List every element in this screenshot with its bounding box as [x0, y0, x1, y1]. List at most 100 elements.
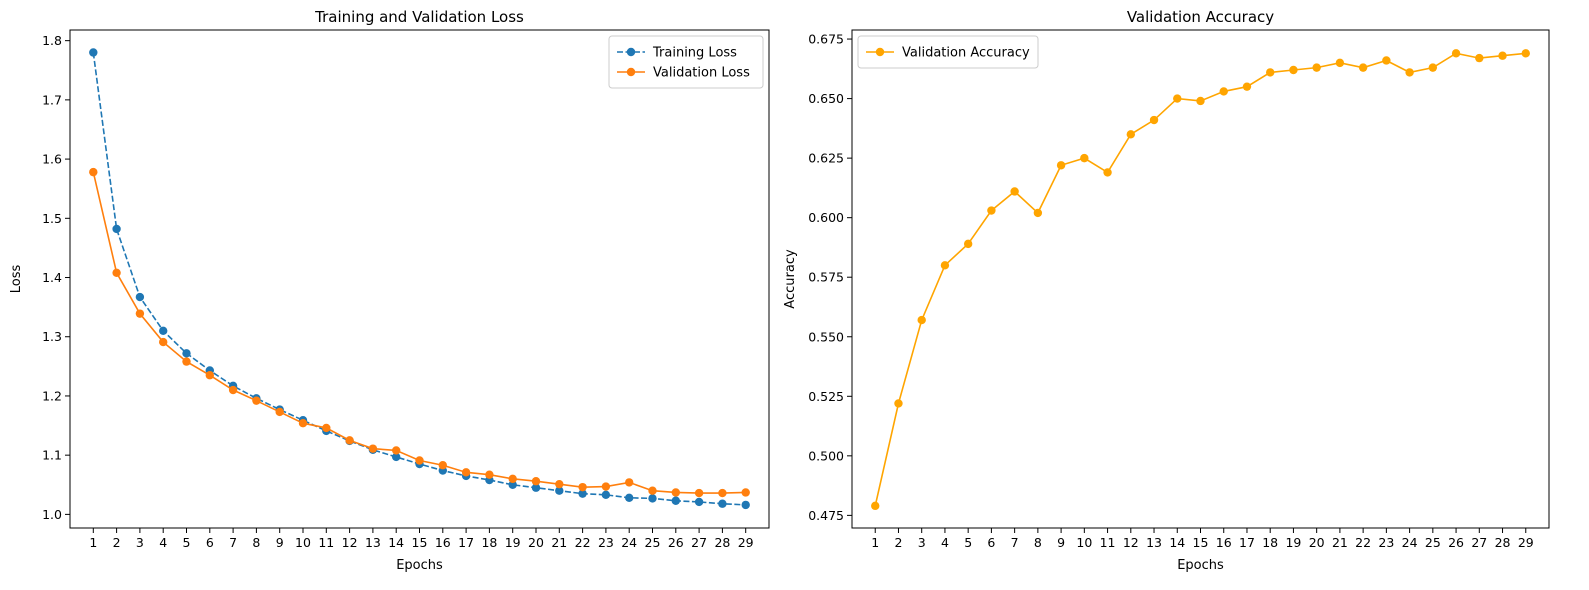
data-point: [555, 486, 564, 495]
data-point: [601, 490, 611, 500]
data-point: [648, 494, 657, 503]
data-point: [1382, 56, 1391, 65]
data-point: [392, 452, 401, 462]
x-tick-label: 6: [987, 535, 995, 550]
data-point: [894, 399, 903, 408]
x-tick-label: 9: [276, 535, 284, 550]
data-point: [671, 488, 680, 497]
data-point: [555, 479, 564, 489]
data-point: [112, 224, 121, 234]
data-point: [940, 261, 950, 270]
x-tick-label: 2: [113, 535, 121, 550]
x-tick-label: 4: [159, 535, 167, 550]
y-tick-label: 0.575: [808, 270, 844, 285]
data-point: [1289, 65, 1298, 75]
data-point: [1475, 53, 1484, 63]
legend: Validation Accuracy: [857, 35, 1039, 69]
x-tick-label: 6: [206, 535, 214, 550]
data-point: [508, 480, 517, 489]
y-tick-label: 1.8: [42, 33, 62, 48]
data-point: [671, 496, 680, 505]
y-tick-label: 0.525: [808, 389, 844, 404]
legend-box: [857, 35, 1039, 69]
data-point: [1451, 49, 1461, 58]
data-point: [1242, 82, 1252, 91]
legend-box: [608, 35, 764, 89]
data-point: [625, 493, 634, 503]
x-tick-label: 24: [621, 535, 637, 550]
y-tick-label: 1.0: [42, 507, 62, 522]
data-point: [987, 206, 996, 215]
x-tick-label: 1: [871, 535, 879, 550]
data-point: [1358, 63, 1368, 72]
data-point: [252, 396, 261, 405]
data-point: [1149, 115, 1159, 125]
x-tick-label: 10: [295, 535, 311, 550]
x-tick-label: 10: [1076, 535, 1092, 550]
data-point: [1056, 161, 1066, 170]
x-axis-label: Epochs: [396, 558, 443, 573]
data-point: [741, 500, 750, 510]
x-tick-label: 17: [1239, 535, 1255, 550]
x-tick-label: 20: [528, 535, 544, 550]
data-point: [531, 477, 541, 486]
x-tick-label: 13: [1146, 535, 1162, 550]
data-point: [871, 501, 880, 511]
data-point: [89, 48, 98, 57]
x-tick-label: 18: [1262, 535, 1278, 550]
data-point: [694, 488, 704, 498]
legend-label: Validation Accuracy: [902, 46, 1030, 61]
data-point: [1126, 130, 1136, 139]
data-point: [438, 461, 447, 470]
x-tick-label: 23: [1378, 535, 1394, 550]
y-tick-label: 1.4: [42, 270, 62, 285]
x-tick-label: 16: [1216, 535, 1232, 550]
data-point: [322, 423, 331, 433]
data-point: [89, 167, 98, 177]
data-point: [368, 444, 378, 453]
x-tick-label: 29: [738, 535, 754, 550]
x-tick-label: 17: [458, 535, 474, 550]
legend: Training Loss Validation Loss: [608, 35, 764, 89]
x-tick-label: 5: [964, 535, 972, 550]
legend-label: Validation Loss: [653, 66, 750, 81]
data-point: [275, 407, 284, 417]
y-tick-label: 0.625: [808, 151, 844, 166]
x-tick-label: 15: [1193, 535, 1209, 550]
y-tick-label: 1.3: [42, 329, 62, 344]
x-tick-label: 15: [412, 535, 428, 550]
data-point: [531, 483, 541, 492]
x-tick-label: 7: [229, 535, 237, 550]
x-tick-label: 26: [668, 535, 684, 550]
data-point: [578, 489, 587, 498]
chart-title: Training and Validation Loss: [314, 8, 524, 26]
data-point: [135, 309, 145, 318]
data-point: [159, 337, 168, 347]
x-tick-label: 20: [1309, 535, 1325, 550]
data-point: [1103, 168, 1112, 177]
data-point: [298, 418, 308, 428]
chart-title: Validation Accuracy: [1127, 8, 1274, 26]
data-point: [1010, 187, 1019, 196]
data-point: [1173, 94, 1182, 103]
legend-swatch-marker: [626, 47, 636, 57]
data-point: [694, 497, 704, 507]
x-tick-label: 7: [1011, 535, 1019, 550]
y-tick-label: 0.500: [808, 448, 844, 463]
data-point: [1498, 51, 1507, 60]
x-tick-label: 5: [183, 535, 191, 550]
data-point: [1312, 63, 1321, 72]
x-tick-label: 12: [342, 535, 358, 550]
y-tick-label: 1.5: [42, 211, 62, 226]
data-point: [182, 349, 191, 358]
x-tick-label: 2: [894, 535, 902, 550]
data-point: [182, 357, 191, 366]
data-point: [1521, 49, 1530, 58]
data-point: [1405, 68, 1414, 77]
x-tick-label: 14: [1169, 535, 1185, 550]
y-tick-label: 1.2: [42, 388, 62, 403]
data-point: [415, 456, 424, 465]
x-tick-label: 28: [714, 535, 730, 550]
x-tick-label: 25: [1425, 535, 1441, 550]
